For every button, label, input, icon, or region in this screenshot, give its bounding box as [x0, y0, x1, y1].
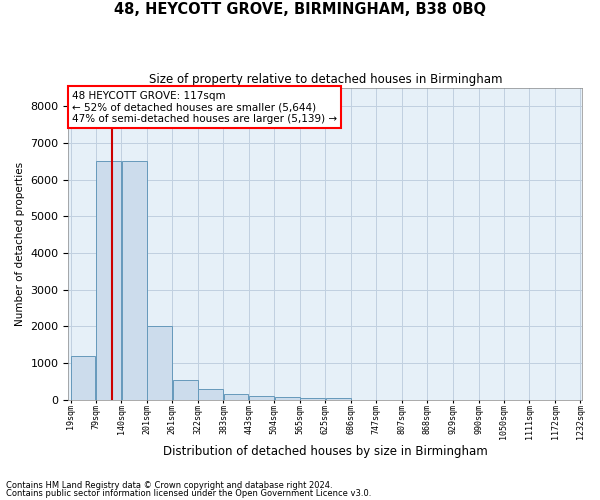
Text: Contains public sector information licensed under the Open Government Licence v3: Contains public sector information licen… — [6, 488, 371, 498]
Bar — [198, 389, 223, 400]
Bar — [249, 396, 274, 400]
Title: Size of property relative to detached houses in Birmingham: Size of property relative to detached ho… — [149, 72, 502, 86]
Bar — [224, 394, 248, 400]
Bar — [96, 162, 121, 400]
Bar — [300, 398, 325, 400]
Bar — [326, 398, 350, 400]
Y-axis label: Number of detached properties: Number of detached properties — [15, 162, 25, 326]
Text: Contains HM Land Registry data © Crown copyright and database right 2024.: Contains HM Land Registry data © Crown c… — [6, 481, 332, 490]
Bar — [71, 356, 95, 400]
Bar — [275, 397, 299, 400]
Bar — [122, 162, 146, 400]
Text: 48, HEYCOTT GROVE, BIRMINGHAM, B38 0BQ: 48, HEYCOTT GROVE, BIRMINGHAM, B38 0BQ — [114, 2, 486, 18]
X-axis label: Distribution of detached houses by size in Birmingham: Distribution of detached houses by size … — [163, 444, 488, 458]
Bar — [173, 380, 197, 400]
Text: 48 HEYCOTT GROVE: 117sqm
← 52% of detached houses are smaller (5,644)
47% of sem: 48 HEYCOTT GROVE: 117sqm ← 52% of detach… — [72, 90, 337, 124]
Bar — [148, 326, 172, 400]
